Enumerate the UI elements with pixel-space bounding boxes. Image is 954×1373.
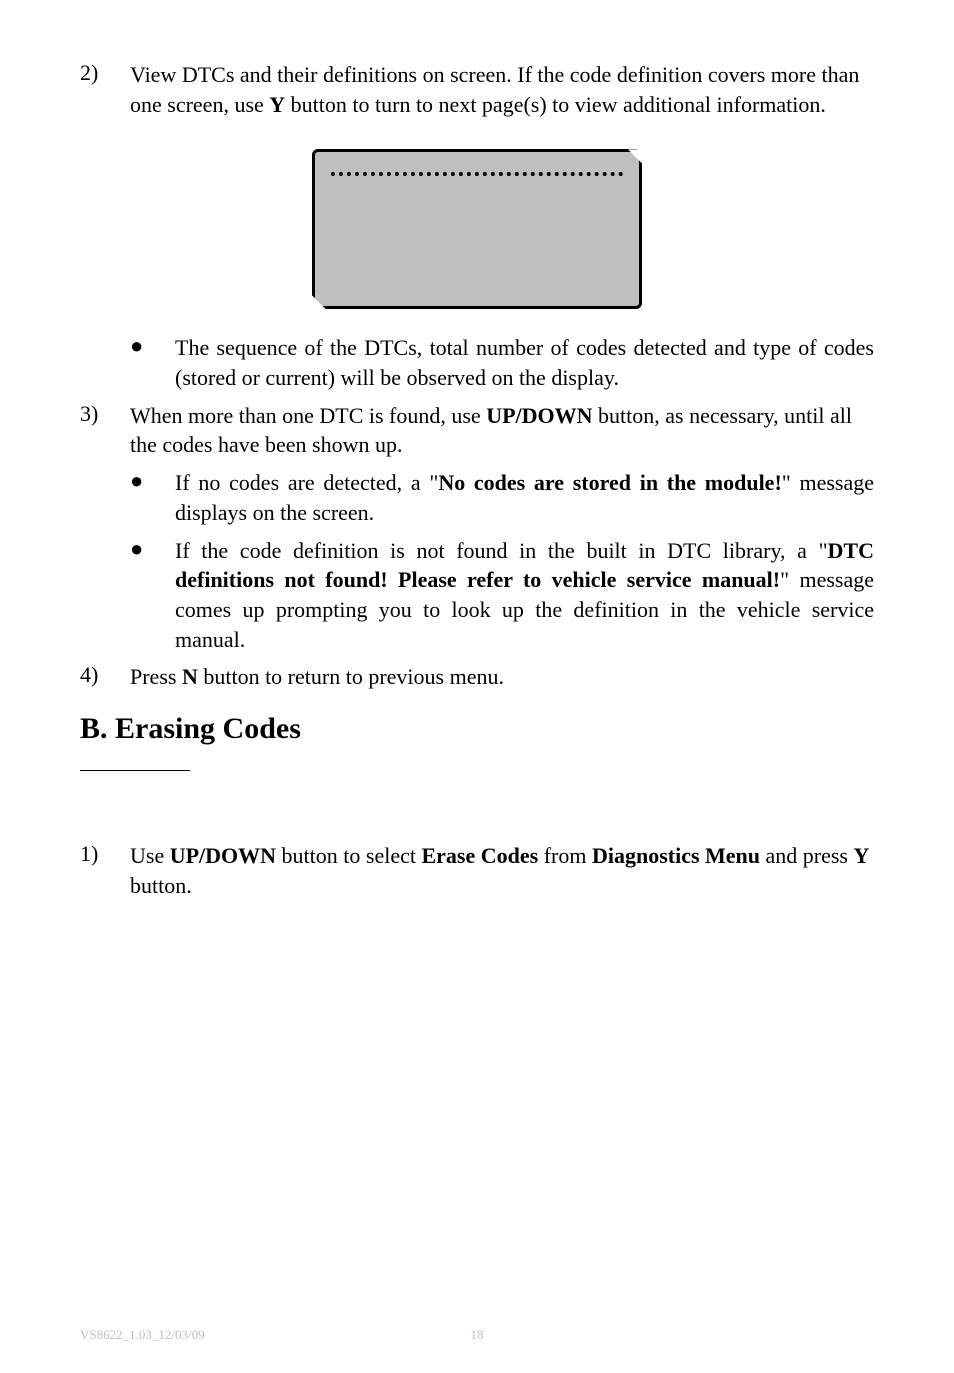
text: If no codes are detected, a ": [175, 470, 438, 495]
item-number: 2): [80, 60, 130, 119]
bold-text: Y: [854, 843, 870, 868]
bullet-marker: ●: [130, 468, 175, 527]
text: When more than one DTC is found, use: [130, 403, 486, 428]
bullet-marker: ●: [130, 536, 175, 655]
page-number: 18: [471, 1327, 484, 1343]
bold-text: No codes are stored in the module!: [438, 470, 781, 495]
list-item-2: 2) View DTCs and their definitions on sc…: [80, 60, 874, 119]
text: If the code definition is not found in t…: [175, 538, 828, 563]
item-content: Press N button to return to previous men…: [130, 662, 874, 692]
footer: VS8622_1.03_12/03/09 18: [80, 1327, 874, 1343]
bullet-item: ● If the code definition is not found in…: [130, 536, 874, 655]
screen-figure: [80, 149, 874, 309]
item-number: 4): [80, 662, 130, 692]
list-item-3: 3) When more than one DTC is found, use …: [80, 401, 874, 460]
footer-left: VS8622_1.03_12/03/09: [80, 1327, 205, 1343]
item-number: 3): [80, 401, 130, 460]
bullet-item: ● If no codes are detected, a "No codes …: [130, 468, 874, 527]
screen-dotted-line: [331, 172, 623, 176]
screen-device: [312, 149, 642, 309]
bullet-content: If no codes are detected, a "No codes ar…: [175, 468, 874, 527]
divider: [80, 770, 190, 771]
item-content: Use UP/DOWN button to select Erase Codes…: [130, 841, 874, 900]
text: and press: [760, 843, 853, 868]
bold-text: Diagnostics Menu: [592, 843, 760, 868]
text: from: [538, 843, 592, 868]
bold-text: UP/DOWN: [170, 843, 276, 868]
item-content: When more than one DTC is found, use UP/…: [130, 401, 874, 460]
bullet-item: ● The sequence of the DTCs, total number…: [130, 333, 874, 392]
list-item-4: 4) Press N button to return to previous …: [80, 662, 874, 692]
text: Use: [130, 843, 170, 868]
text: Press: [130, 664, 182, 689]
bold-text: N: [182, 664, 198, 689]
section-heading: B. Erasing Codes: [80, 712, 874, 746]
text: button.: [130, 873, 192, 898]
text: The sequence of the DTCs, total number o…: [175, 335, 874, 390]
item-number: 1): [80, 841, 130, 900]
bold-text: UP/DOWN: [486, 403, 592, 428]
list-item-b1: 1) Use UP/DOWN button to select Erase Co…: [80, 841, 874, 900]
item-content: View DTCs and their definitions on scree…: [130, 60, 874, 119]
bullet-content: If the code definition is not found in t…: [175, 536, 874, 655]
text: button to select: [276, 843, 421, 868]
bold-text: Erase Codes: [421, 843, 538, 868]
text: button to turn to next page(s) to view a…: [285, 92, 826, 117]
bullet-marker: ●: [130, 333, 175, 392]
text: button to return to previous menu.: [198, 664, 504, 689]
bold-text: Y: [269, 92, 285, 117]
bullet-content: The sequence of the DTCs, total number o…: [175, 333, 874, 392]
